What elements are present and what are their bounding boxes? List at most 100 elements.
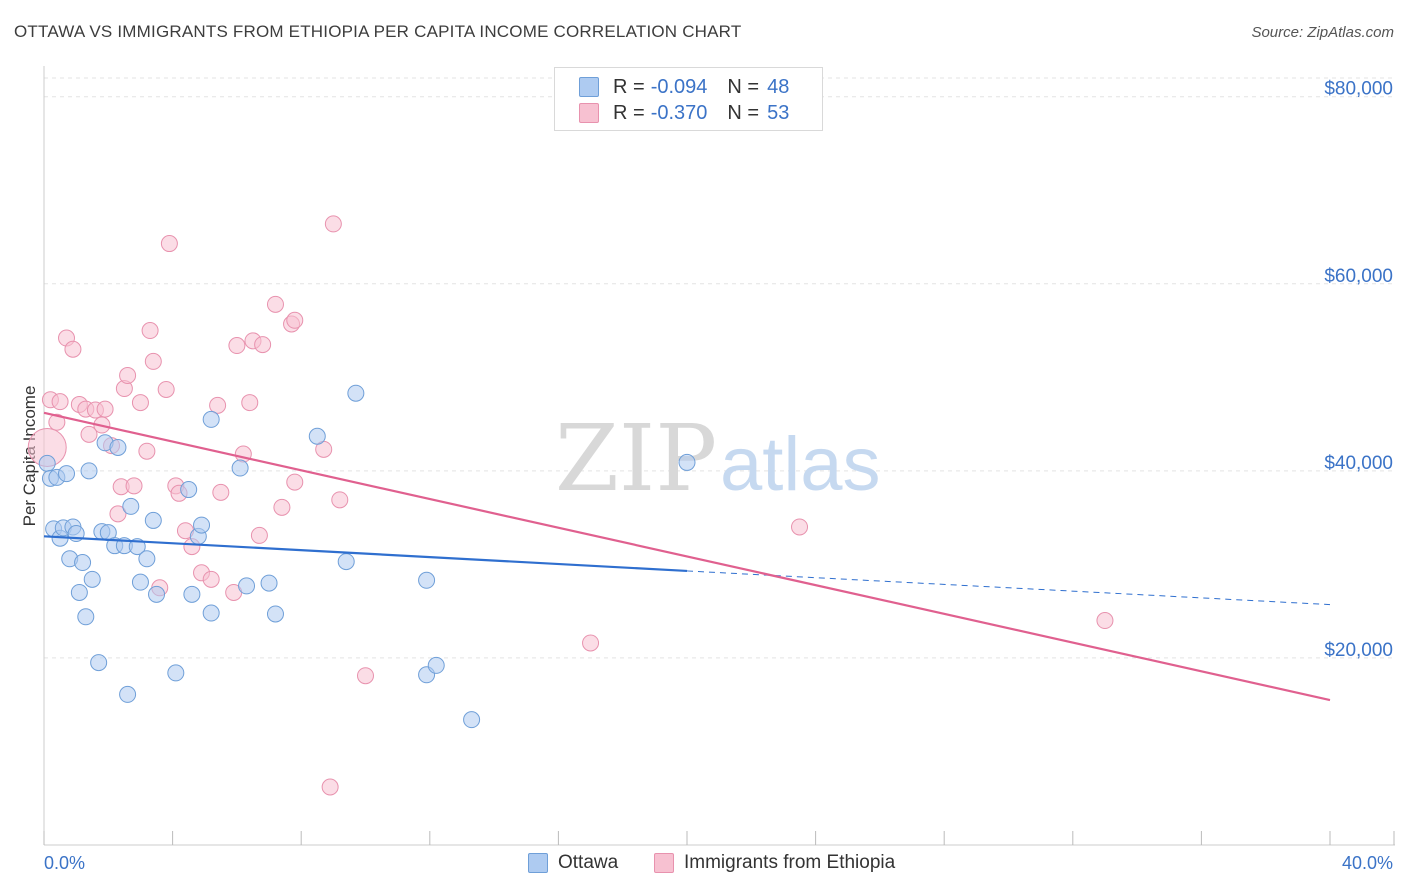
- ottawa-point: [131, 573, 149, 591]
- ottawa-point: [74, 554, 92, 572]
- ethiopia-trend-line: [43, 411, 1331, 702]
- ethiopia-point: [286, 311, 304, 329]
- ottawa-point: [122, 497, 140, 515]
- ethiopia-point: [64, 340, 82, 358]
- chart-title: OTTAWA VS IMMIGRANTS FROM ETHIOPIA PER C…: [14, 22, 742, 41]
- ottawa-point: [119, 685, 137, 703]
- tick-labels: $20,000 $40,000 $60,000 $80,000 0.0% 40.0%: [44, 79, 1393, 873]
- ethiopia-swatch: [579, 103, 599, 123]
- ottawa-point: [58, 465, 76, 483]
- r-label: R =: [613, 101, 645, 124]
- ethiopia-point: [96, 400, 114, 418]
- ethiopia-point: [157, 380, 175, 398]
- n-label: N =: [727, 75, 760, 98]
- ethiopia-point: [254, 336, 272, 354]
- ethiopia-point: [321, 778, 339, 796]
- n-value: 48: [767, 75, 790, 98]
- ottawa-point: [308, 427, 326, 445]
- ottawa-point: [80, 462, 98, 480]
- ottawa-swatch: [579, 77, 599, 97]
- watermark: ZIP atlas: [555, 405, 881, 512]
- legend-item-ottawa[interactable]: Ottawa: [528, 852, 618, 874]
- ottawa-point: [148, 585, 166, 603]
- ottawa-point: [70, 583, 88, 601]
- y-tick-label: $40,000: [1324, 453, 1393, 474]
- y-tick-label: $60,000: [1324, 266, 1393, 287]
- ottawa-point: [347, 384, 365, 402]
- ottawa-point: [427, 656, 445, 674]
- r-value: -0.094: [650, 75, 708, 98]
- ottawa-point: [202, 604, 220, 622]
- ottawa-point: [183, 585, 201, 603]
- ottawa-point: [337, 553, 355, 571]
- ottawa-point: [231, 459, 249, 477]
- ethiopia-point: [582, 634, 600, 652]
- ethiopia-point: [1096, 612, 1114, 630]
- ottawa-point: [109, 438, 127, 456]
- ethiopia-point: [273, 498, 291, 516]
- ottawa-point: [144, 511, 162, 529]
- ethiopia-point: [250, 526, 268, 544]
- ethiopia-point: [144, 352, 162, 370]
- ethiopia-point: [109, 505, 127, 523]
- ethiopia-point: [160, 235, 178, 253]
- ottawa-point: [180, 481, 198, 499]
- ethiopia-point: [212, 483, 230, 501]
- x-tick-label: 40.0%: [1342, 853, 1393, 873]
- ottawa-point: [193, 516, 211, 534]
- ottawa-trend-line: [43, 535, 688, 573]
- legend-item-ethiopia[interactable]: Immigrants from Ethiopia: [654, 852, 895, 874]
- ottawa-point: [202, 410, 220, 428]
- ottawa-point: [678, 453, 696, 471]
- ethiopia-point: [286, 473, 304, 491]
- ottawa-point: [463, 711, 481, 729]
- ethiopia-point: [331, 491, 349, 509]
- ethiopia-point: [357, 667, 374, 685]
- ottawa-legend-swatch: [528, 853, 548, 873]
- legend-label-ethiopia: Immigrants from Ethiopia: [684, 852, 896, 873]
- legend-row-ethiopia: R = -0.370 N = 53: [579, 101, 789, 125]
- series-ethiopia-points: [27, 215, 1114, 796]
- ethiopia-point: [48, 413, 66, 431]
- ottawa-point: [418, 571, 436, 589]
- ethiopia-point: [324, 215, 342, 233]
- ottawa-point: [266, 605, 284, 623]
- ottawa-point: [38, 454, 56, 472]
- n-value: 53: [767, 101, 790, 124]
- r-value: -0.370: [650, 101, 708, 124]
- ethiopia-point: [141, 322, 159, 340]
- y-tick-label: $20,000: [1324, 640, 1393, 661]
- ethiopia-point: [266, 295, 284, 313]
- legend-label-ottawa: Ottawa: [558, 852, 619, 873]
- r-label: R =: [613, 75, 645, 98]
- source-credit: Source: ZipAtlas.com: [1251, 24, 1394, 41]
- ottawa-trend-extension: [686, 570, 1331, 606]
- grid-lines: [44, 77, 1395, 659]
- ethiopia-point: [80, 425, 98, 443]
- trend-lines: [43, 411, 1331, 702]
- ethiopia-point: [791, 518, 809, 536]
- stats-legend: R = -0.094 N = 48 R = -0.370 N = 53: [554, 67, 823, 131]
- legend-row-ottawa: R = -0.094 N = 48: [579, 75, 789, 99]
- ethiopia-point: [138, 442, 156, 460]
- ethiopia-point: [125, 477, 143, 495]
- y-tick-label: $80,000: [1324, 79, 1393, 100]
- series-legend: Ottawa Immigrants from Ethiopia: [0, 852, 1406, 878]
- n-label: N =: [727, 101, 760, 124]
- ethiopia-point: [228, 337, 246, 355]
- series-ottawa-points: [38, 384, 696, 729]
- y-axis-label: Per Capita Income: [20, 386, 39, 527]
- ottawa-point: [167, 664, 185, 682]
- ottawa-point: [138, 550, 156, 568]
- ethiopia-point: [119, 366, 137, 384]
- ottawa-point: [90, 654, 108, 672]
- ethiopia-point: [51, 393, 69, 411]
- ottawa-point: [238, 577, 256, 595]
- ottawa-point: [77, 608, 95, 626]
- ethiopia-point: [131, 394, 149, 412]
- ottawa-point: [83, 570, 101, 588]
- ethiopia-point: [202, 570, 220, 588]
- ethiopia-legend-swatch: [654, 853, 674, 873]
- x-tick-label: 0.0%: [44, 853, 85, 873]
